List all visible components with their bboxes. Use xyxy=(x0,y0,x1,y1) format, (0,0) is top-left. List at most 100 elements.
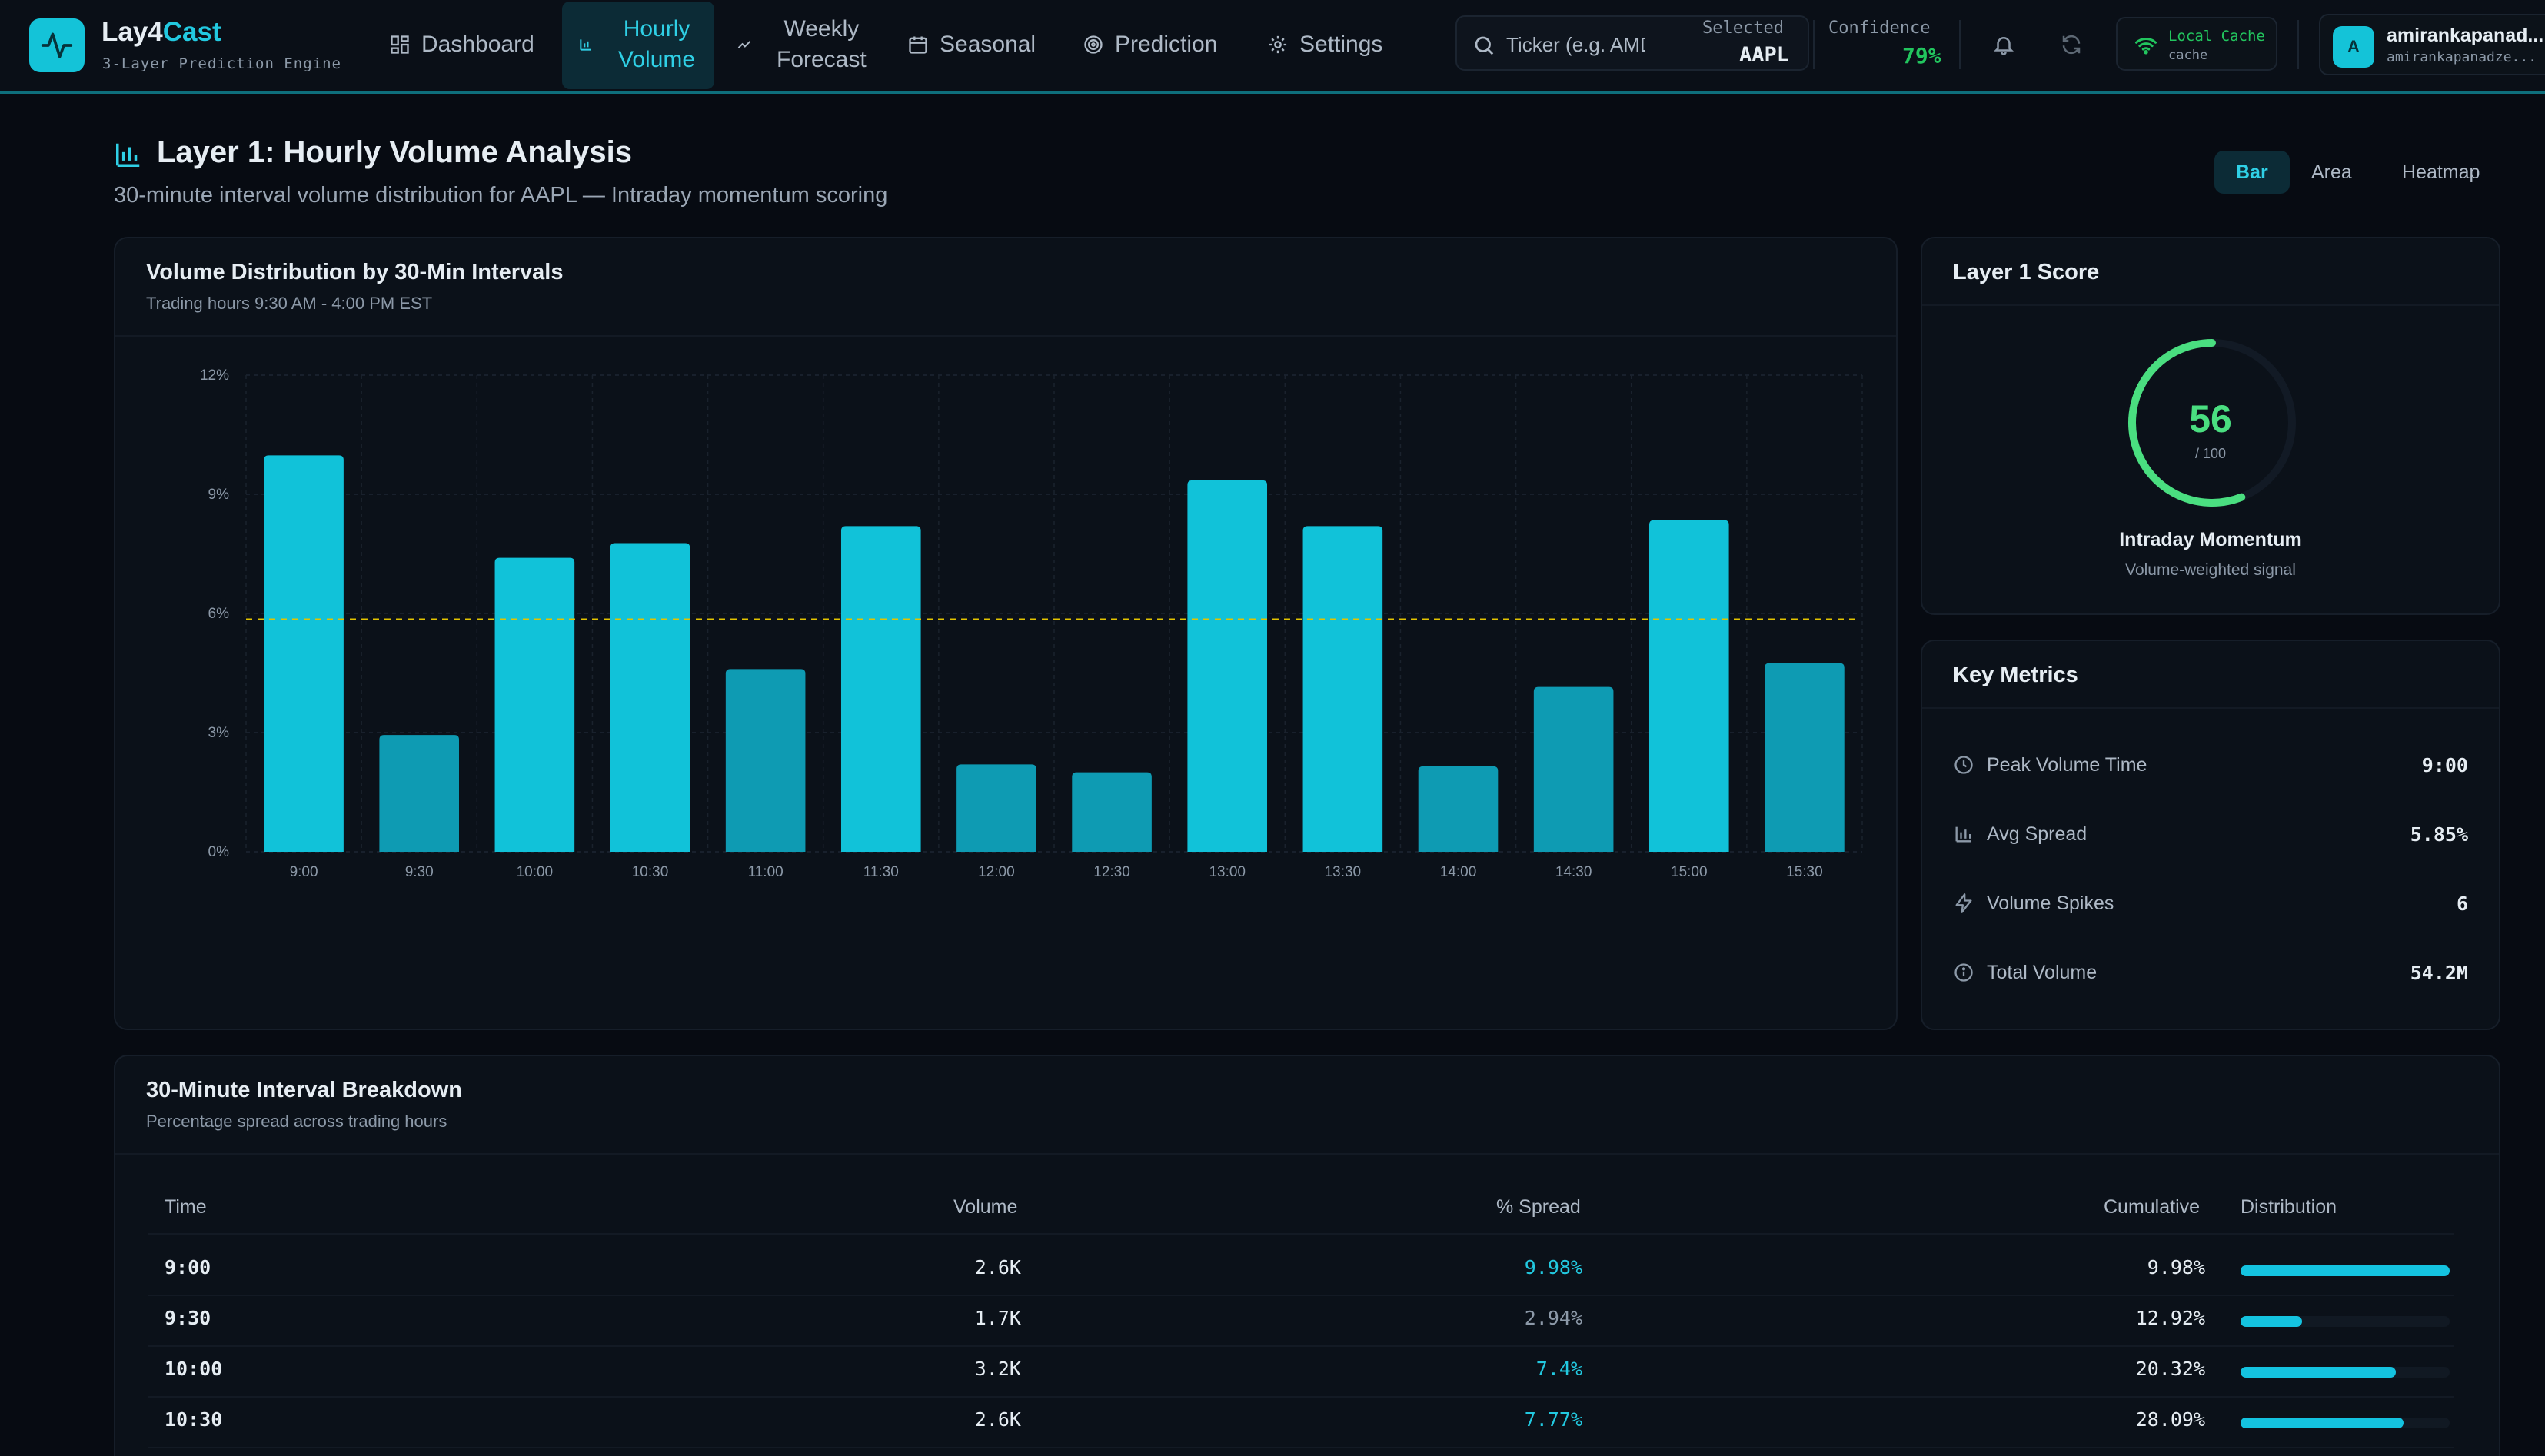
metric-value: 9:00 xyxy=(2421,753,2468,776)
y-tick-label: 6% xyxy=(208,606,230,622)
distribution-bar xyxy=(2241,1265,2450,1276)
local-cache-status[interactable]: Local Cache cache xyxy=(2116,17,2277,71)
top-navigation-bar: Lay4Cast 3-Layer Prediction Engine Dashb… xyxy=(0,0,2545,94)
nav-hourly-volume[interactable]: Hourly Volume xyxy=(578,0,695,89)
user-email: amirankapanadze... xyxy=(2387,49,2537,65)
volume-bar xyxy=(1302,526,1383,852)
volume-bar xyxy=(379,735,460,852)
metric-value: 6 xyxy=(2456,892,2468,915)
user-menu[interactable]: A amirankapanad... amirankapanadze... xyxy=(2319,14,2545,75)
cell-spread: 7.4% xyxy=(1535,1358,1582,1380)
ticker-search-input[interactable] xyxy=(1506,28,1645,61)
column-header-distribution[interactable]: Distribution xyxy=(2241,1196,2337,1218)
distribution-bar-fill xyxy=(2241,1418,2404,1428)
metric-row-avg-spread: Avg Spread 5.85% xyxy=(1953,815,2468,853)
distribution-bar-fill xyxy=(2241,1316,2303,1327)
volume-bar xyxy=(494,557,575,852)
divider xyxy=(148,1233,2454,1235)
nav-hourly-label: Hourly Volume xyxy=(618,14,695,75)
x-tick-label: 10:00 xyxy=(517,864,554,880)
y-tick-label: 9% xyxy=(208,487,230,503)
wifi-icon xyxy=(2134,35,2157,59)
score-panel-title: Layer 1 Score xyxy=(1953,260,2100,284)
view-tab-area[interactable]: Area xyxy=(2311,161,2352,183)
refresh-icon[interactable] xyxy=(2056,29,2087,60)
cell-volume: 1.7K xyxy=(974,1307,1021,1329)
volume-bar xyxy=(1533,686,1614,852)
notifications-bell-icon[interactable] xyxy=(1988,29,2019,60)
nav-hourly-line1: Hourly xyxy=(623,16,690,42)
table-row[interactable]: 10:00 3.2K 7.4% 20.32% xyxy=(0,1347,2545,1398)
y-tick-label: 3% xyxy=(208,725,230,741)
divider xyxy=(115,1153,2499,1155)
cell-time: 10:30 xyxy=(165,1408,223,1431)
x-tick-label: 15:30 xyxy=(1786,864,1823,880)
nav-settings[interactable]: Settings xyxy=(1267,0,1382,89)
clock-icon xyxy=(1953,754,1976,776)
distribution-bar-fill xyxy=(2241,1265,2450,1276)
score-gauge-arc xyxy=(2128,339,2246,507)
cell-spread: 7.77% xyxy=(1524,1408,1582,1431)
x-tick-label: 9:00 xyxy=(290,864,318,880)
score-max: / 100 xyxy=(2194,446,2227,461)
nav-dashboard[interactable]: Dashboard xyxy=(389,0,534,89)
column-header-time[interactable]: Time xyxy=(165,1196,207,1218)
cell-spread: 2.94% xyxy=(1524,1307,1582,1329)
volume-bar xyxy=(1187,480,1268,852)
view-tab-heatmap[interactable]: Heatmap xyxy=(2402,161,2480,183)
nav-prediction[interactable]: Prediction xyxy=(1083,0,1217,89)
distribution-bar-fill xyxy=(2241,1367,2396,1378)
divider xyxy=(148,1345,2454,1347)
score-gauge xyxy=(2128,339,2296,507)
calendar-icon xyxy=(907,34,929,55)
column-header-cumulative[interactable]: Cumulative xyxy=(2104,1196,2201,1218)
lightning-icon xyxy=(1953,893,1976,914)
confidence-label: Confidence xyxy=(1828,18,1931,38)
cache-subtitle: cache xyxy=(2168,48,2208,63)
target-icon xyxy=(1083,34,1104,55)
x-tick-label: 10:30 xyxy=(632,864,669,880)
nav-seasonal[interactable]: Seasonal xyxy=(907,0,1036,89)
trending-up-icon xyxy=(737,37,752,52)
key-metrics-panel: Key Metrics Peak Volume Time 9:00 Avg Sp… xyxy=(1921,640,2500,1030)
x-tick-label: 11:00 xyxy=(748,864,783,880)
pulse-logo-icon[interactable] xyxy=(29,18,85,72)
x-tick-label: 14:00 xyxy=(1440,864,1477,880)
x-tick-label: 13:00 xyxy=(1209,864,1246,880)
nav-weekly-forecast[interactable]: Weekly Forecast xyxy=(737,0,867,89)
chart-subtitle: Trading hours 9:30 AM - 4:00 PM EST xyxy=(146,294,433,313)
cell-cumulative: 9.98% xyxy=(2147,1256,2205,1278)
nav-weekly-label: Weekly Forecast xyxy=(777,14,867,75)
volume-bar xyxy=(1418,766,1499,852)
x-tick-label: 13:30 xyxy=(1325,864,1362,880)
table-row[interactable]: 9:00 2.6K 9.98% 9.98% xyxy=(0,1245,2545,1296)
divider xyxy=(115,335,1896,337)
x-tick-label: 11:30 xyxy=(863,864,899,880)
metric-label: Volume Spikes xyxy=(1987,892,2114,914)
volume-bar xyxy=(725,669,806,852)
distribution-bar xyxy=(2241,1316,2450,1327)
page-title: Layer 1: Hourly Volume Analysis xyxy=(157,135,632,169)
column-header-spread[interactable]: % Spread xyxy=(1496,1196,1581,1218)
nav-dashboard-label: Dashboard xyxy=(421,32,534,57)
interval-breakdown-panel: 30-Minute Interval Breakdown Percentage … xyxy=(114,1055,2500,1456)
bar-chart-icon xyxy=(578,37,594,52)
distribution-bar xyxy=(2241,1418,2450,1428)
nav-seasonal-label: Seasonal xyxy=(940,32,1036,57)
view-tab-bar[interactable]: Bar xyxy=(2214,151,2290,194)
column-header-volume[interactable]: Volume xyxy=(953,1196,1018,1218)
brand-name[interactable]: Lay4Cast xyxy=(101,17,221,48)
page-subtitle: 30-minute interval volume distribution f… xyxy=(114,183,888,208)
bar-chart-icon xyxy=(1953,823,1976,845)
volume-bar xyxy=(264,455,344,852)
table-row[interactable]: 10:30 2.6K 7.77% 28.09% xyxy=(0,1398,2545,1448)
metric-label: Peak Volume Time xyxy=(1987,753,2147,776)
avatar: A xyxy=(2333,26,2374,68)
cache-title: Local Cache xyxy=(2168,28,2265,45)
grid-icon xyxy=(389,34,411,55)
chart-title: Volume Distribution by 30-Min Intervals xyxy=(146,260,564,284)
search-icon xyxy=(1472,34,1495,61)
cell-cumulative: 12.92% xyxy=(2135,1307,2205,1329)
table-row[interactable]: 9:30 1.7K 2.94% 12.92% xyxy=(0,1296,2545,1347)
x-tick-label: 15:00 xyxy=(1671,864,1708,880)
